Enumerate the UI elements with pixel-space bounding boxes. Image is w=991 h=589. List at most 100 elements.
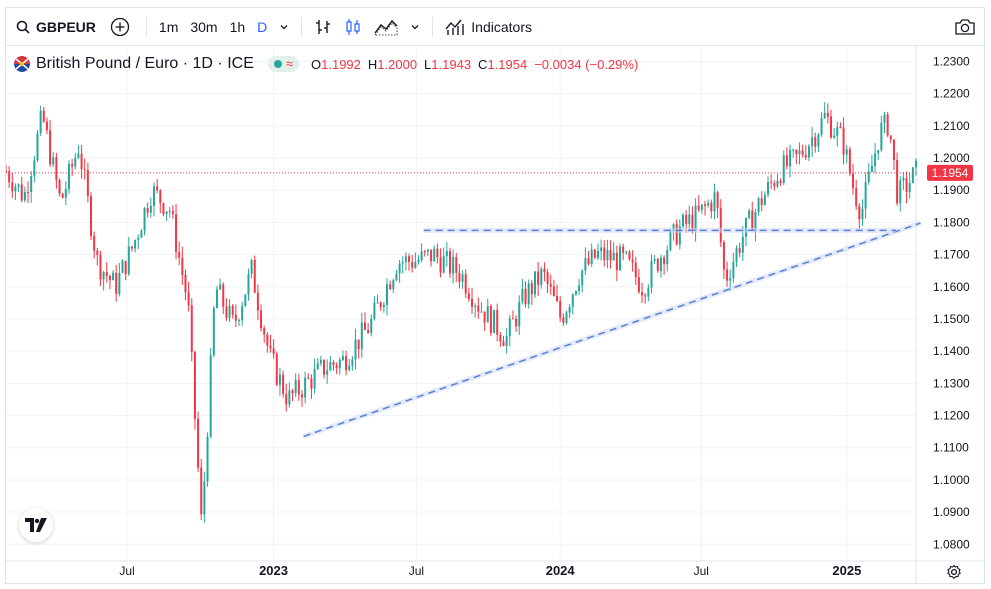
candle-body bbox=[253, 260, 256, 293]
series-title[interactable]: British Pound / Euro · 1D · ICE bbox=[36, 55, 254, 72]
candle-body bbox=[404, 256, 407, 263]
screenshot-button[interactable] bbox=[954, 16, 976, 38]
candle-body bbox=[732, 261, 735, 279]
interval-1h-button[interactable]: 1h bbox=[229, 18, 246, 35]
price-axis-label: 1.1300 bbox=[933, 376, 970, 390]
candle-body bbox=[184, 274, 187, 293]
candle-body bbox=[886, 114, 889, 136]
candle-body bbox=[71, 163, 74, 167]
candle-body bbox=[571, 294, 574, 307]
candle-body bbox=[883, 114, 886, 124]
candle-body bbox=[817, 134, 820, 147]
candle-body bbox=[892, 139, 895, 161]
chart-settings-button[interactable] bbox=[946, 562, 962, 582]
candle-body bbox=[845, 149, 848, 155]
candle-body bbox=[417, 260, 420, 263]
candle-body bbox=[713, 192, 716, 212]
time-axis-label: Jul bbox=[119, 564, 134, 578]
candle-body bbox=[115, 272, 118, 294]
candle-body bbox=[600, 247, 603, 251]
candle-body bbox=[17, 184, 20, 187]
candle-body bbox=[156, 186, 159, 191]
candle-body bbox=[773, 182, 776, 187]
candle-body bbox=[521, 288, 524, 302]
candle-body bbox=[839, 127, 842, 129]
candle-body bbox=[880, 123, 883, 151]
candle-body bbox=[285, 394, 288, 405]
interval-30m-button[interactable]: 30m bbox=[190, 18, 218, 35]
price-axis-label: 1.1100 bbox=[933, 441, 969, 455]
candle-body bbox=[527, 283, 530, 305]
candle-body bbox=[568, 306, 571, 313]
candle-body bbox=[722, 242, 725, 270]
candle-body bbox=[282, 374, 285, 395]
candle-body bbox=[86, 170, 89, 197]
indicators-button[interactable]: Indicators bbox=[439, 8, 532, 46]
candle-body bbox=[861, 208, 864, 220]
candle-body bbox=[537, 271, 540, 285]
symbol-search-button[interactable]: GBPEUR bbox=[6, 8, 96, 46]
candle-body bbox=[852, 173, 855, 189]
candle-body bbox=[694, 205, 697, 231]
interval-dropdown-button[interactable] bbox=[273, 8, 295, 46]
interval-1d-button[interactable]: D bbox=[257, 18, 268, 35]
candle-body bbox=[351, 359, 354, 366]
candle-body bbox=[606, 250, 609, 261]
candle-body bbox=[867, 171, 870, 183]
candle-body bbox=[77, 153, 80, 158]
candle-body bbox=[515, 318, 518, 327]
candle-body bbox=[398, 263, 401, 274]
candle-body bbox=[911, 167, 914, 184]
candle-body bbox=[915, 160, 917, 168]
candle-body bbox=[146, 208, 149, 213]
interval-1m-button[interactable]: 1m bbox=[158, 18, 179, 35]
symbol-label: GBPEUR bbox=[36, 18, 96, 35]
candle-body bbox=[49, 130, 52, 165]
candle-body bbox=[483, 311, 486, 323]
candle-body bbox=[829, 116, 832, 138]
candle-body bbox=[754, 212, 757, 231]
candle-body bbox=[741, 236, 744, 253]
price-chart[interactable]: 1.2300 1.2200 1.2100 1.2000 1.1900 1.1800 1.17… bbox=[6, 8, 984, 583]
price-axis-label: 1.1800 bbox=[933, 215, 970, 229]
candle-body bbox=[215, 289, 218, 309]
candle-body bbox=[518, 301, 521, 327]
tradingview-logo[interactable] bbox=[19, 508, 53, 542]
candle-body bbox=[74, 157, 77, 167]
candle-body bbox=[814, 137, 817, 147]
candle-body bbox=[238, 320, 241, 322]
candle-body bbox=[811, 137, 814, 147]
candle-body bbox=[644, 295, 647, 297]
candle-body bbox=[565, 312, 568, 324]
low-value: 1.1943 bbox=[431, 56, 472, 72]
candle-body bbox=[206, 436, 209, 482]
candle-body bbox=[250, 260, 253, 274]
candle-body bbox=[792, 149, 795, 151]
candle-body bbox=[408, 256, 411, 262]
bar-style-button[interactable] bbox=[308, 8, 338, 46]
candle-body bbox=[842, 127, 845, 155]
candle-body bbox=[300, 394, 303, 398]
toolbar-divider bbox=[301, 16, 303, 37]
candle-body bbox=[798, 150, 801, 155]
compare-symbol-button[interactable] bbox=[96, 8, 140, 46]
candle-body bbox=[807, 146, 810, 158]
candle-body bbox=[263, 328, 266, 335]
close-key: C bbox=[478, 56, 488, 72]
candle-body bbox=[275, 353, 278, 385]
candle-body bbox=[80, 153, 83, 170]
candle-body bbox=[45, 121, 48, 131]
area-style-button[interactable] bbox=[368, 8, 404, 46]
price-axis-label: 1.0900 bbox=[933, 505, 970, 519]
chart-type-dropdown-button[interactable] bbox=[404, 8, 426, 46]
candle-body bbox=[319, 359, 322, 364]
candle-body bbox=[401, 262, 404, 264]
time-axis-label: 2023 bbox=[259, 563, 288, 578]
candle-body bbox=[134, 240, 137, 249]
candle-body bbox=[767, 181, 770, 195]
candle-body bbox=[508, 318, 511, 337]
market-status-badge[interactable]: ≈ bbox=[267, 56, 299, 72]
candle-body bbox=[584, 258, 587, 271]
candles-style-button[interactable] bbox=[338, 8, 368, 46]
candle-body bbox=[338, 359, 341, 369]
